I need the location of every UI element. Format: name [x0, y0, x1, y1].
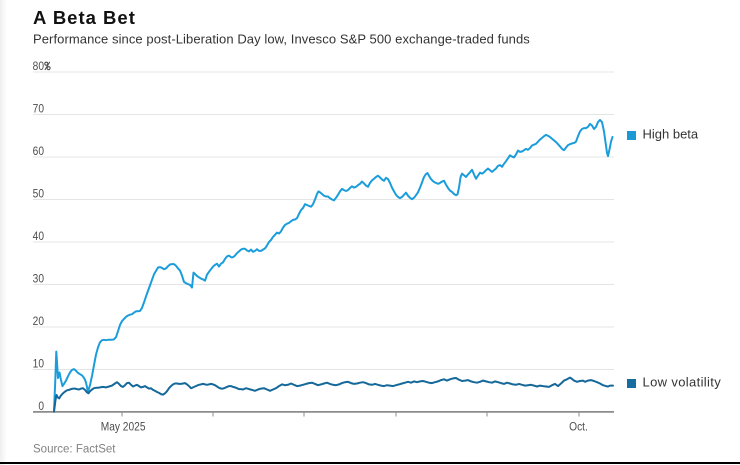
svg-text:A Beta Bet: A Beta Bet [33, 7, 136, 28]
svg-text:Oct.: Oct. [569, 421, 588, 434]
svg-text:20: 20 [33, 315, 44, 328]
svg-text:50: 50 [33, 188, 44, 201]
svg-text:0: 0 [38, 400, 44, 413]
svg-text:Performance since post-Liberat: Performance since post-Liberation Day lo… [33, 32, 530, 47]
svg-text:40: 40 [33, 230, 44, 243]
svg-text:Source: FactSet: Source: FactSet [33, 444, 116, 456]
svg-text:30: 30 [33, 273, 44, 286]
svg-text:60: 60 [33, 145, 44, 158]
svg-text:May 2025: May 2025 [101, 421, 146, 434]
svg-text:80: 80 [33, 60, 44, 73]
svg-text:10: 10 [33, 358, 44, 371]
svg-text:Low volatility: Low volatility [643, 374, 722, 389]
svg-text:70: 70 [33, 103, 44, 116]
svg-text:High beta: High beta [643, 126, 699, 141]
